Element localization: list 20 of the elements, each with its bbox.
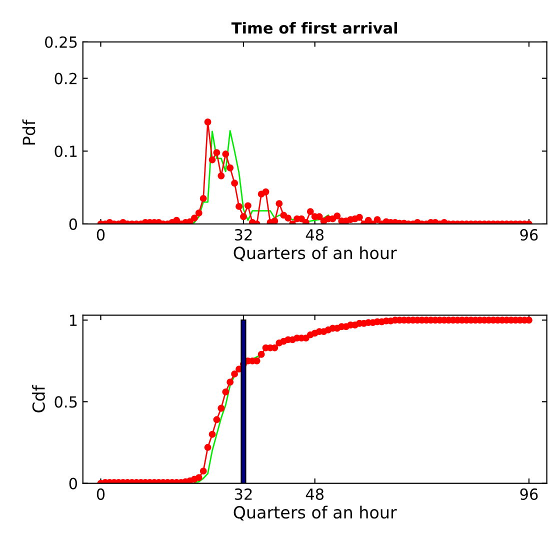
- chart-title: Time of first arrival: [231, 22, 398, 34]
- y-axis-title: Pdf: [22, 119, 36, 145]
- y-tick-label: 0.1: [54, 146, 77, 158]
- x-axis-title: Quarters of an hour: [234, 506, 397, 521]
- x-tick-label: 96: [520, 488, 538, 500]
- y-tick-label: 0: [69, 478, 78, 490]
- y-tick-label: 0.5: [54, 396, 77, 408]
- y-axis-title: Cdf: [32, 384, 45, 412]
- x-tick-label: 48: [306, 488, 324, 500]
- y-tick-label: 1: [70, 314, 77, 326]
- y-tick-label: 0.2: [54, 72, 77, 84]
- y-tick-label: 0: [69, 218, 78, 230]
- y-tick-label: 0.25: [45, 36, 77, 48]
- x-tick-label: 96: [520, 229, 538, 241]
- x-tick-label: 32: [234, 229, 252, 241]
- x-tick-label: 0: [96, 229, 105, 241]
- x-tick-label: 48: [306, 229, 324, 241]
- x-tick-label: 0: [96, 488, 105, 500]
- x-axis-title: Quarters of an hour: [234, 246, 397, 262]
- x-tick-label: 32: [234, 488, 252, 500]
